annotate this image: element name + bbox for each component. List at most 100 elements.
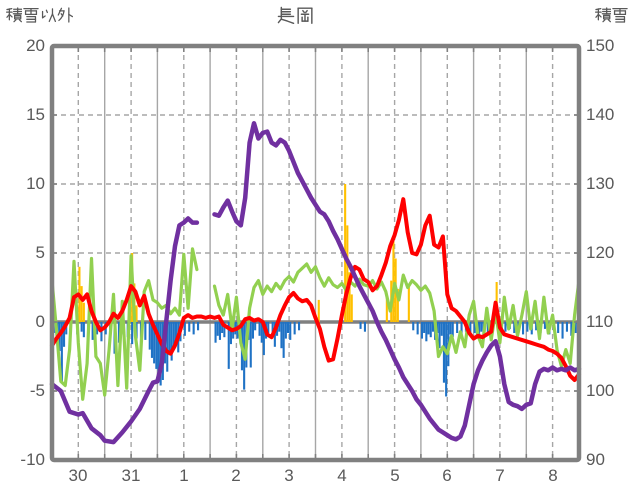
blue-bars — [262, 322, 265, 356]
blue-bars — [543, 322, 546, 329]
blue-bars — [438, 322, 441, 349]
blue-bars — [258, 322, 261, 336]
blue-bars — [280, 322, 283, 349]
blue-bars — [522, 322, 525, 335]
blue-bars — [254, 322, 257, 331]
blue-bars — [267, 322, 270, 333]
orange-bars — [80, 286, 83, 322]
blue-bars — [144, 322, 147, 340]
blue-bars — [157, 322, 160, 378]
blue-bars — [456, 322, 459, 333]
blue-bars — [420, 322, 423, 339]
blue-bars — [221, 322, 224, 333]
x-axis-tick-label: 30 — [68, 466, 88, 485]
blue-bars — [445, 322, 448, 397]
blue-bars — [197, 322, 200, 331]
blue-bars — [282, 322, 285, 358]
blue-bars — [80, 322, 83, 332]
blue-bars — [526, 322, 529, 332]
kanji-glyph — [23, 7, 39, 23]
blue-bars — [289, 322, 292, 340]
blue-bars — [425, 322, 428, 342]
blue-bars — [486, 322, 489, 333]
blue-bars — [150, 322, 153, 358]
orange-bars — [346, 225, 349, 322]
orange-bars — [407, 286, 410, 322]
left-axis-tick-label: 10 — [26, 174, 45, 193]
orange-bars — [82, 302, 85, 322]
right-axis-tick-label: 150 — [586, 36, 615, 55]
blue-bars — [155, 322, 158, 369]
right-axis-tick-label: 90 — [586, 450, 605, 469]
left-axis-title — [6, 7, 73, 23]
blue-bars — [293, 322, 296, 335]
blue-bars — [271, 322, 274, 338]
x-axis-tick-label: 4 — [337, 466, 347, 485]
left-axis-tick-label: 20 — [26, 36, 45, 55]
blue-bars — [188, 322, 191, 332]
blue-bars — [166, 322, 169, 372]
series-red-line — [50, 197, 581, 382]
kanji-glyph — [612, 7, 628, 23]
gridlines — [52, 46, 579, 460]
blue-bars — [298, 322, 301, 331]
orange-bars — [396, 288, 399, 322]
right-axis-title — [595, 7, 628, 23]
blue-bars — [170, 322, 173, 361]
x-axis-tick-label: 7 — [495, 466, 505, 485]
series-green-line — [50, 247, 199, 401]
blue-bars — [63, 322, 66, 347]
blue-bars — [260, 322, 263, 343]
left-axis-tick-label: 5 — [35, 243, 45, 262]
blue-bars — [449, 322, 452, 335]
blue-bars — [214, 322, 217, 343]
left-axis-tick-label: -5 — [29, 381, 45, 400]
chart-title — [277, 6, 314, 24]
blue-bars — [561, 322, 564, 339]
blue-bars — [504, 322, 507, 332]
orange-bars — [385, 297, 388, 322]
blue-bars — [278, 322, 281, 332]
blue-bars — [60, 322, 63, 383]
blue-bars — [249, 322, 252, 368]
blue-bars — [65, 322, 68, 335]
series-snow-depth-purple-line — [49, 216, 200, 445]
right-axis-tick-label: 140 — [586, 105, 615, 124]
blue-bars — [478, 322, 481, 335]
orange-bars — [135, 305, 138, 322]
blue-bars — [153, 322, 156, 364]
blue-bars — [359, 322, 362, 329]
blue-bars — [574, 322, 577, 333]
right-axis-tick-label: 110 — [586, 312, 614, 331]
blue-bars — [460, 322, 463, 336]
blue-bars — [82, 322, 85, 338]
right-axis-tick-label: 120 — [586, 243, 615, 262]
blue-bars — [513, 322, 516, 333]
blue-bars — [570, 322, 573, 336]
orange-bars — [350, 294, 353, 322]
blue-bars — [431, 322, 434, 332]
kanji-glyph — [57, 7, 73, 23]
blue-bars — [183, 322, 186, 336]
blue-bars — [216, 322, 219, 336]
blue-bars — [229, 322, 232, 345]
blue-bars — [480, 322, 483, 332]
blue-bars — [227, 322, 230, 369]
blue-bars — [117, 322, 120, 343]
blue-bars — [91, 322, 94, 340]
x-axis-tick-label: 5 — [390, 466, 400, 485]
right-axis-tick-label: 100 — [586, 381, 615, 400]
x-axis-tick-label: 3 — [284, 466, 294, 485]
blue-bars — [427, 322, 430, 335]
x-axis-tick-label: 8 — [548, 466, 558, 485]
blue-bars — [218, 322, 221, 340]
blue-bars — [168, 322, 171, 356]
orange-bars — [392, 236, 395, 322]
orange-bars — [348, 272, 351, 322]
x-axis-tick-label: 6 — [442, 466, 452, 485]
blue-bars — [440, 322, 443, 336]
blue-bars — [284, 322, 287, 339]
left-axis-tick-label: 0 — [35, 312, 45, 331]
blue-bars — [423, 322, 426, 333]
